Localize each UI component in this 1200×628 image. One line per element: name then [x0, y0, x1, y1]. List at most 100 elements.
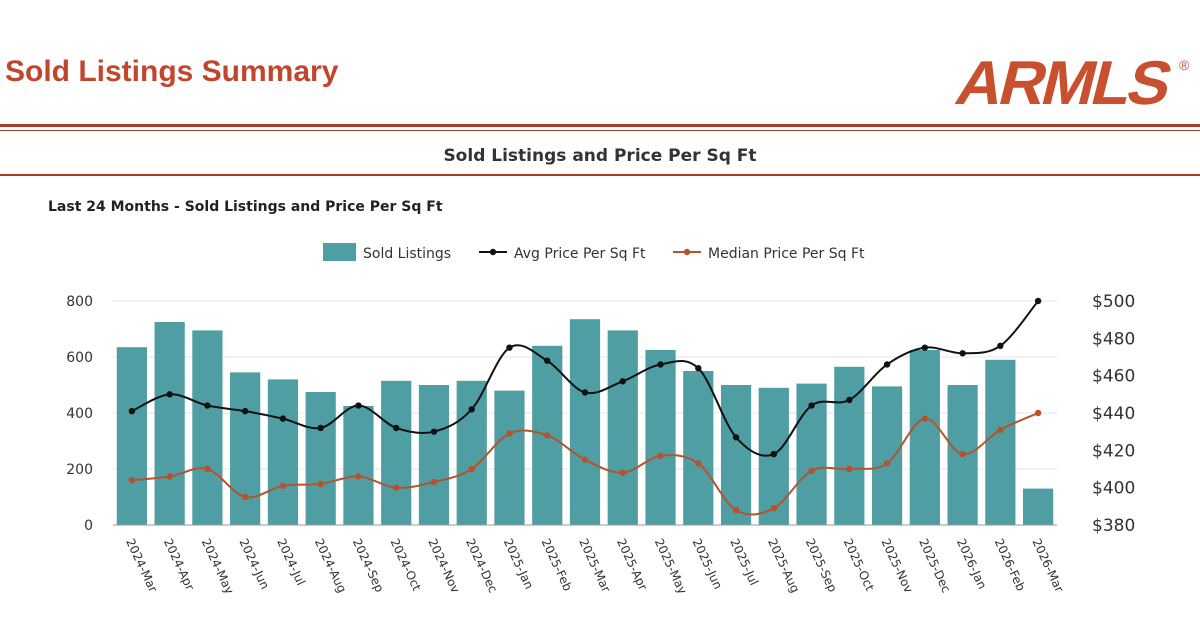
avg-price-point — [204, 402, 211, 409]
avg-price-point — [619, 378, 626, 385]
x-tick-label: 2024-Nov — [425, 536, 462, 595]
legend-label: Sold Listings — [363, 246, 451, 262]
bar — [683, 371, 714, 525]
median-price-point — [544, 432, 551, 439]
bar — [569, 319, 601, 525]
logo-wordmark: ARMLS — [950, 49, 1178, 112]
x-tick-label: 2024-Dec — [463, 536, 500, 595]
avg-price-point — [430, 428, 438, 435]
x-tick-label: 2024-Aug — [312, 536, 349, 595]
median-price-point — [317, 480, 324, 488]
median-price-point — [204, 465, 211, 473]
legend-label: Avg Price Per Sq Ft — [514, 246, 646, 262]
legend-label: Median Price Per Sq Ft — [708, 246, 865, 262]
median-price-point — [921, 415, 929, 422]
page-title: Sold Listings Summary — [5, 55, 339, 88]
x-tick-label: 2024-Sep — [350, 536, 387, 594]
avg-price-point — [997, 342, 1004, 349]
median-price-point — [695, 460, 702, 467]
median-price-point — [355, 473, 362, 480]
x-tick-label: 2025-Mar — [576, 536, 613, 594]
avg-price-point — [846, 396, 853, 404]
y-left-tick-label: 800 — [66, 294, 93, 310]
x-tick-label: 2024-Jun — [236, 536, 272, 591]
header-rule-top — [0, 124, 1200, 127]
avg-price-point — [544, 357, 551, 364]
avg-price-point — [393, 424, 400, 432]
bar — [192, 330, 223, 525]
bar — [456, 380, 487, 525]
median-price-point — [468, 465, 475, 473]
bar — [909, 350, 940, 525]
x-tick-label: 2025-Jan — [501, 536, 537, 591]
x-tick-label: 2024-Jul — [274, 536, 308, 587]
avg-price-point — [128, 407, 136, 415]
median-price-point — [883, 460, 891, 467]
bar — [230, 372, 261, 525]
x-tick-label: 2025-Jun — [690, 536, 726, 591]
x-tick-label: 2025-Nov — [878, 536, 915, 595]
x-tick-label: 2024-May — [199, 536, 237, 596]
avg-price-point — [1034, 297, 1042, 305]
bar — [154, 322, 185, 525]
avg-price-point — [166, 391, 173, 398]
y-right-tick-label: $460 — [1092, 367, 1135, 387]
bar — [267, 379, 299, 525]
avg-price-point — [808, 402, 815, 409]
x-tick-label: 2026-Mar — [1029, 536, 1066, 594]
bar — [343, 406, 374, 525]
avg-price-point — [657, 361, 664, 368]
median-price-point — [770, 505, 777, 512]
y-right-tick-label: $500 — [1092, 292, 1135, 312]
chart-title: Last 24 Months - Sold Listings and Price… — [48, 199, 443, 215]
y-left-tick-label: 200 — [66, 462, 93, 478]
bar — [720, 385, 752, 525]
median-price-point — [506, 430, 513, 437]
x-tick-label: 2024-Oct — [387, 536, 423, 593]
bar — [645, 350, 676, 525]
x-tick-label: 2025-Oct — [841, 536, 877, 593]
registered-mark-icon: ® — [1179, 57, 1190, 73]
y-right-tick-label: $480 — [1092, 329, 1135, 349]
y-left-tick-label: 400 — [66, 406, 93, 422]
avg-price-point — [581, 389, 589, 396]
y-left-tick-label: 600 — [66, 350, 93, 366]
x-tick-label: 2025-Aug — [765, 536, 802, 595]
section-title: Sold Listings and Price Per Sq Ft — [443, 146, 757, 166]
bar — [494, 390, 525, 525]
bar — [871, 386, 903, 525]
y-right-tick-label: $440 — [1092, 404, 1135, 424]
y-right-tick-label: $380 — [1092, 516, 1135, 536]
median-price-point — [997, 426, 1004, 433]
x-tick-label: 2025-Feb — [539, 536, 575, 593]
avg-price-point — [317, 424, 324, 432]
median-price-point — [128, 477, 136, 484]
x-tick-label: 2026-Jan — [954, 536, 990, 591]
median-price-point — [241, 493, 249, 501]
header-rule-bottom — [0, 130, 1200, 131]
legend-swatch-point — [683, 248, 691, 256]
y-left-tick-label: 0 — [84, 518, 93, 534]
bar — [985, 359, 1016, 525]
avg-price-point — [921, 344, 929, 351]
bar — [381, 380, 412, 525]
avg-price-point — [732, 434, 740, 441]
x-tick-label: 2025-Dec — [916, 536, 953, 595]
avg-price-point — [959, 350, 966, 357]
avg-price-point — [883, 361, 891, 368]
x-tick-label: 2024-Apr — [161, 536, 197, 592]
x-tick-label: 2026-Feb — [992, 536, 1028, 593]
x-tick-label: 2024-Mar — [123, 536, 160, 594]
median-price-point — [846, 465, 853, 473]
x-tick-label: 2025-Sep — [803, 536, 840, 594]
avg-price-point — [279, 415, 287, 422]
bar — [305, 392, 336, 525]
median-price-point — [581, 456, 589, 463]
bar — [1023, 488, 1054, 525]
bar — [116, 347, 147, 525]
median-price-point — [808, 467, 815, 475]
avg-price-point — [355, 402, 362, 409]
legend-swatch-bar — [323, 243, 356, 261]
median-price-point — [393, 484, 400, 491]
